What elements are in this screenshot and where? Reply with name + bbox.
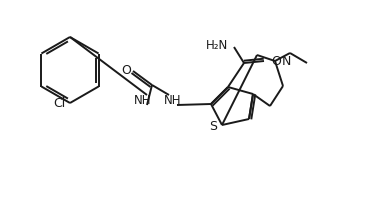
Text: N: N [282,54,291,68]
Text: NH: NH [164,94,182,107]
Text: H₂N: H₂N [206,39,228,51]
Text: NH: NH [134,94,152,107]
Text: Cl: Cl [54,97,66,109]
Text: O: O [271,54,281,68]
Text: S: S [209,121,217,133]
Text: O: O [121,63,131,77]
